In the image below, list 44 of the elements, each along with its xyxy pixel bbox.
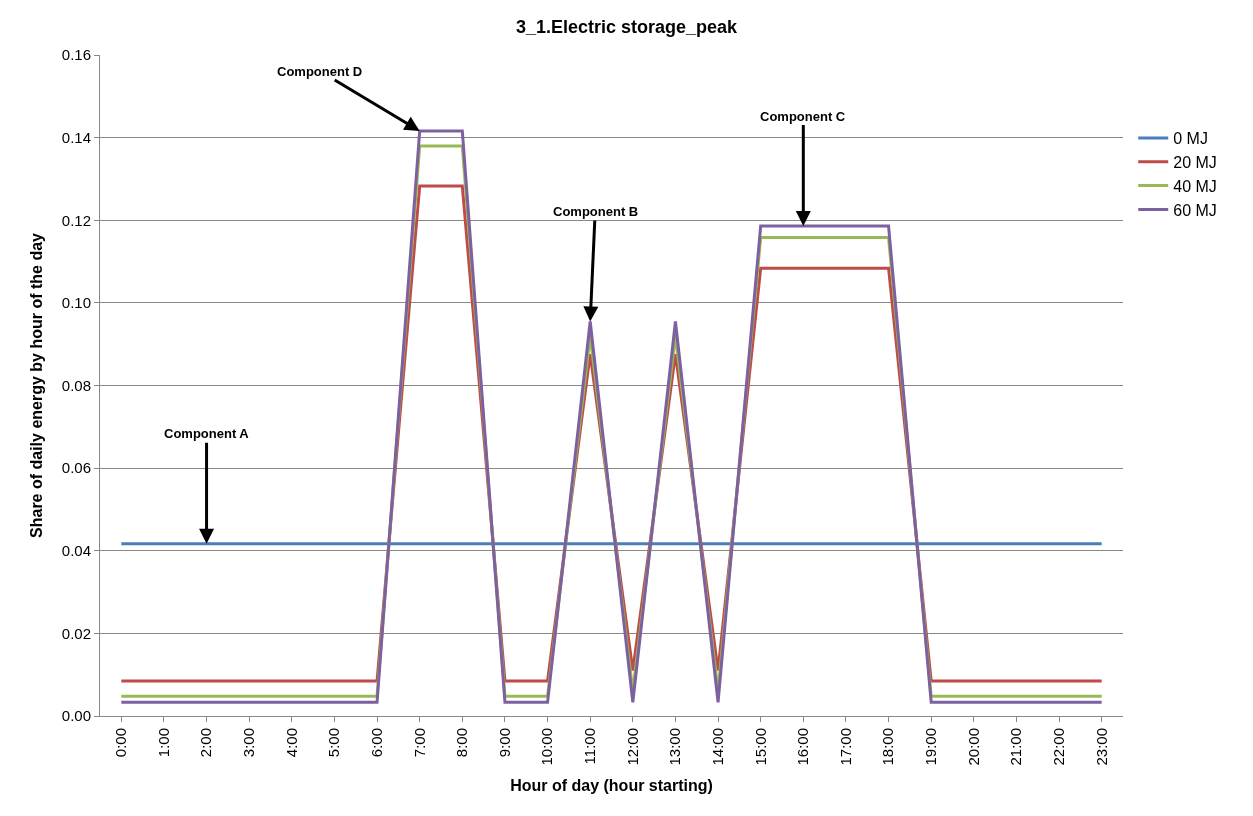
- x-tick-label: 13:00: [666, 728, 684, 766]
- y-tick-label: 0.00: [61, 707, 91, 725]
- x-tick-label: 20:00: [964, 728, 982, 766]
- y-axis-title: Share of daily energy by hour of the day: [27, 232, 45, 538]
- x-tick-label: 6:00: [367, 728, 385, 758]
- y-tick-label: 0.06: [61, 459, 91, 477]
- legend-label: 40 MJ: [1173, 177, 1217, 195]
- x-tick-label: 2:00: [197, 728, 215, 758]
- x-tick-label: 0:00: [112, 728, 130, 758]
- annotation: Component A: [164, 426, 250, 441]
- y-tick-label: 0.10: [61, 294, 91, 312]
- x-tick-label: 21:00: [1007, 728, 1025, 766]
- x-tick-label: 23:00: [1092, 728, 1110, 766]
- x-tick-label: 19:00: [922, 728, 940, 766]
- legend-label: 20 MJ: [1173, 154, 1217, 172]
- x-axis-title: Hour of day (hour starting): [510, 777, 713, 795]
- legend-label: 60 MJ: [1173, 201, 1217, 219]
- x-tick-label: 22:00: [1049, 728, 1067, 766]
- x-tick-label: 12:00: [623, 728, 641, 766]
- legend-label: 0 MJ: [1173, 130, 1208, 148]
- x-tick-label: 8:00: [453, 728, 471, 758]
- x-tick-label: 15:00: [751, 728, 769, 766]
- x-tick-label: 10:00: [538, 728, 556, 766]
- y-tick-label: 0.08: [61, 376, 91, 394]
- x-tick-label: 14:00: [708, 728, 726, 766]
- x-tick-label: 17:00: [836, 728, 854, 766]
- chart-title: 3_1.Electric storage_peak: [515, 17, 739, 37]
- x-tick-label: 5:00: [325, 728, 343, 758]
- x-tick-label: 11:00: [581, 728, 599, 765]
- x-tick-label: 18:00: [879, 728, 897, 766]
- annotation: Component C: [760, 109, 846, 124]
- y-tick-label: 0.16: [61, 46, 91, 64]
- y-tick-label: 0.14: [61, 128, 91, 146]
- x-tick-label: 9:00: [495, 728, 513, 758]
- y-tick-label: 0.12: [61, 211, 91, 229]
- x-tick-label: 1:00: [154, 728, 172, 758]
- x-tick-label: 16:00: [794, 728, 812, 766]
- annotation: Component B: [553, 204, 639, 219]
- x-tick-label: 7:00: [410, 728, 428, 758]
- y-tick-label: 0.04: [61, 542, 91, 559]
- x-tick-label: 4:00: [282, 728, 300, 758]
- x-tick-label: 3:00: [240, 728, 258, 758]
- y-tick-label: 0.02: [61, 624, 91, 642]
- annotation: Component D: [277, 64, 363, 79]
